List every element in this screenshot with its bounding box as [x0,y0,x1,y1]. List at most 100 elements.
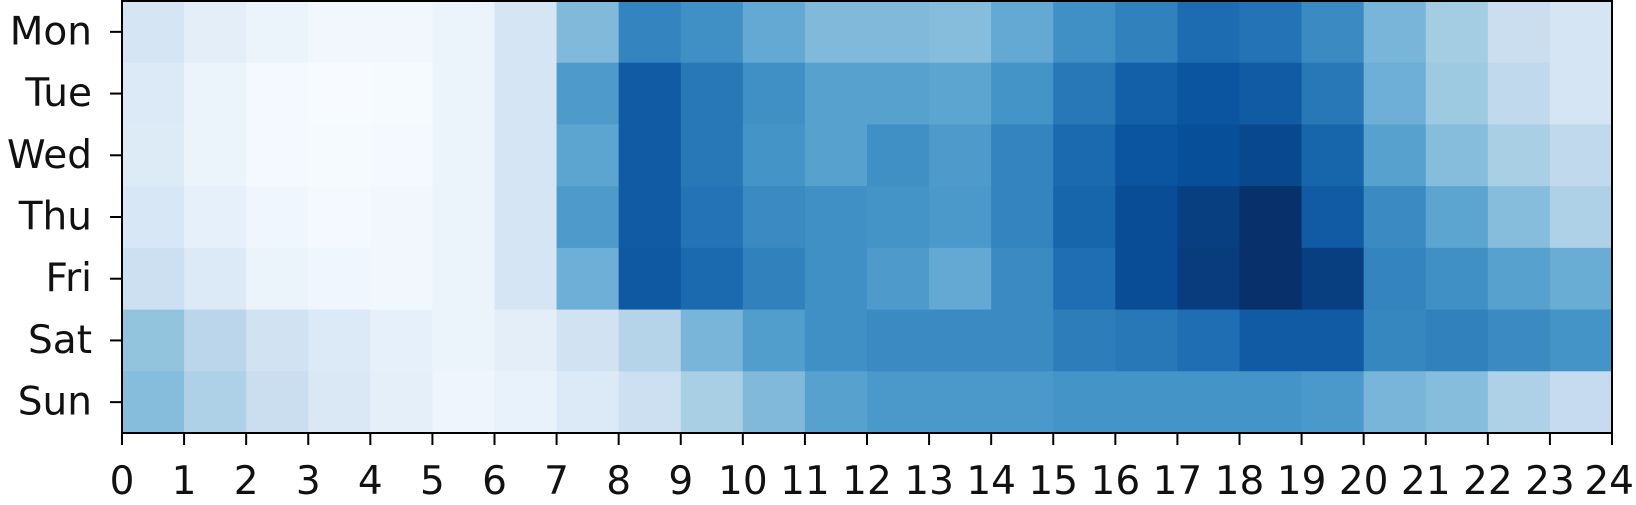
heatmap-cell-thu-11 [804,186,868,249]
heatmap-cell-thu-4 [370,186,434,249]
heatmap-cell-fri-10 [742,247,806,311]
x-tick-label-18: 18 [1215,459,1265,504]
x-tick-label-9: 9 [668,459,693,504]
heatmap-cell-sun-20 [1363,371,1427,434]
heatmap-cell-thu-7 [556,186,620,249]
heatmap-cell-sat-16 [1115,309,1179,372]
heatmap-cell-sun-3 [308,371,371,434]
heatmap-cell-fri-20 [1363,247,1427,311]
heatmap-cell-thu-0 [122,186,185,249]
x-tick-label-24: 24 [1584,459,1634,504]
heatmap-cell-sat-7 [556,309,620,372]
heatmap-cell-wed-21 [1425,124,1489,187]
heatmap-cell-mon-2 [246,1,309,64]
heatmap-cell-wed-15 [1053,124,1116,187]
heatmap-cell-sun-17 [1177,371,1241,434]
heatmap-cell-wed-7 [556,124,620,187]
heatmap-cell-sat-1 [184,309,247,372]
heatmap-cell-sat-15 [1053,309,1116,372]
heatmap-cell-sun-13 [929,371,992,434]
heatmap-cell-fri-23 [1549,247,1613,311]
heatmap-cell-tue-20 [1363,62,1427,126]
heatmap-cell-sat-4 [370,309,434,372]
heatmap-cell-fri-1 [184,247,247,311]
heatmap-cell-mon-3 [308,1,371,64]
heatmap-cell-mon-6 [494,1,558,64]
heatmap-cell-mon-13 [929,1,992,64]
heatmap-cell-sun-2 [246,371,309,434]
heatmap-cell-wed-4 [370,124,434,187]
heatmap-cell-wed-1 [184,124,247,187]
heatmap-cell-wed-8 [618,124,682,187]
heatmap-cell-mon-5 [432,1,496,64]
heatmap-cell-sun-6 [494,371,558,434]
heatmap-cell-tue-22 [1487,62,1551,126]
heatmap-cell-tue-5 [432,62,496,126]
heatmap-cell-thu-6 [494,186,558,249]
x-tick-label-11: 11 [780,459,830,504]
heatmap-cell-mon-22 [1487,1,1551,64]
heatmap-cell-thu-18 [1239,186,1303,249]
x-tick-label-23: 23 [1525,459,1575,504]
heatmap-cell-fri-12 [867,247,930,311]
heatmap-cell-thu-22 [1487,186,1551,249]
heatmap-cell-fri-19 [1301,247,1365,311]
y-tick-label-sun: Sun [18,380,92,425]
heatmap-cell-wed-10 [742,124,806,187]
heatmap-cell-thu-14 [991,186,1054,249]
x-tick-label-22: 22 [1463,459,1513,504]
heatmap-cell-tue-4 [370,62,434,126]
y-tick-label-fri: Fri [46,256,92,301]
heatmap-cell-thu-21 [1425,186,1489,249]
heatmap-cell-wed-9 [680,124,744,187]
x-tick-label-6: 6 [482,459,507,504]
y-axis: Mon Tue Wed Thu Fri Sat Sun [7,9,122,425]
x-tick-label-19: 19 [1277,459,1327,504]
heatmap-cell-wed-12 [867,124,930,187]
x-tick-label-16: 16 [1091,459,1141,504]
heatmap-cell-sat-19 [1301,309,1365,372]
heatmap-cell-thu-8 [618,186,682,249]
heatmap-cell-tue-17 [1177,62,1241,126]
heatmap-cell-sun-21 [1425,371,1489,434]
heatmap-cell-wed-11 [804,124,868,187]
heatmap-cell-tue-7 [556,62,620,126]
heatmap-cell-thu-19 [1301,186,1365,249]
heatmap-cell-fri-11 [804,247,868,311]
heatmap-cell-sat-17 [1177,309,1241,372]
heatmap-cell-sun-15 [1053,371,1116,434]
heatmap-cell-fri-9 [680,247,744,311]
heatmap-cell-tue-23 [1549,62,1613,126]
x-tick-label-15: 15 [1028,459,1078,504]
heatmap-cell-thu-17 [1177,186,1241,249]
heatmap-cell-fri-8 [618,247,682,311]
heatmap-cell-sat-9 [680,309,744,372]
heatmap-cell-fri-15 [1053,247,1116,311]
x-tick-label-21: 21 [1401,459,1451,504]
heatmap-cell-fri-0 [122,247,185,311]
heatmap-cell-fri-13 [929,247,992,311]
heatmap-cell-mon-9 [680,1,744,64]
heatmap-cell-wed-22 [1487,124,1551,187]
x-tick-label-7: 7 [544,459,569,504]
heatmap-cell-thu-2 [246,186,309,249]
heatmap-cell-sat-10 [742,309,806,372]
heatmap-cell-tue-8 [618,62,682,126]
heatmap-cell-mon-23 [1549,1,1613,64]
heatmap-cell-sun-16 [1115,371,1179,434]
heatmap-cell-sun-0 [122,371,185,434]
heatmap-cell-mon-7 [556,1,620,64]
heatmap-cell-sat-14 [991,309,1054,372]
heatmap-cell-wed-17 [1177,124,1241,187]
heatmap-cell-mon-20 [1363,1,1427,64]
heatmap-cell-wed-18 [1239,124,1303,187]
heatmap-cell-thu-23 [1549,186,1613,249]
x-tick-label-10: 10 [718,459,768,504]
heatmap-cell-tue-10 [742,62,806,126]
x-tick-label-1: 1 [172,459,197,504]
heatmap-cell-fri-18 [1239,247,1303,311]
heatmap-cell-wed-2 [246,124,309,187]
heatmap-cell-thu-5 [432,186,496,249]
heatmap-cell-mon-1 [184,1,247,64]
heatmap-cell-wed-13 [929,124,992,187]
